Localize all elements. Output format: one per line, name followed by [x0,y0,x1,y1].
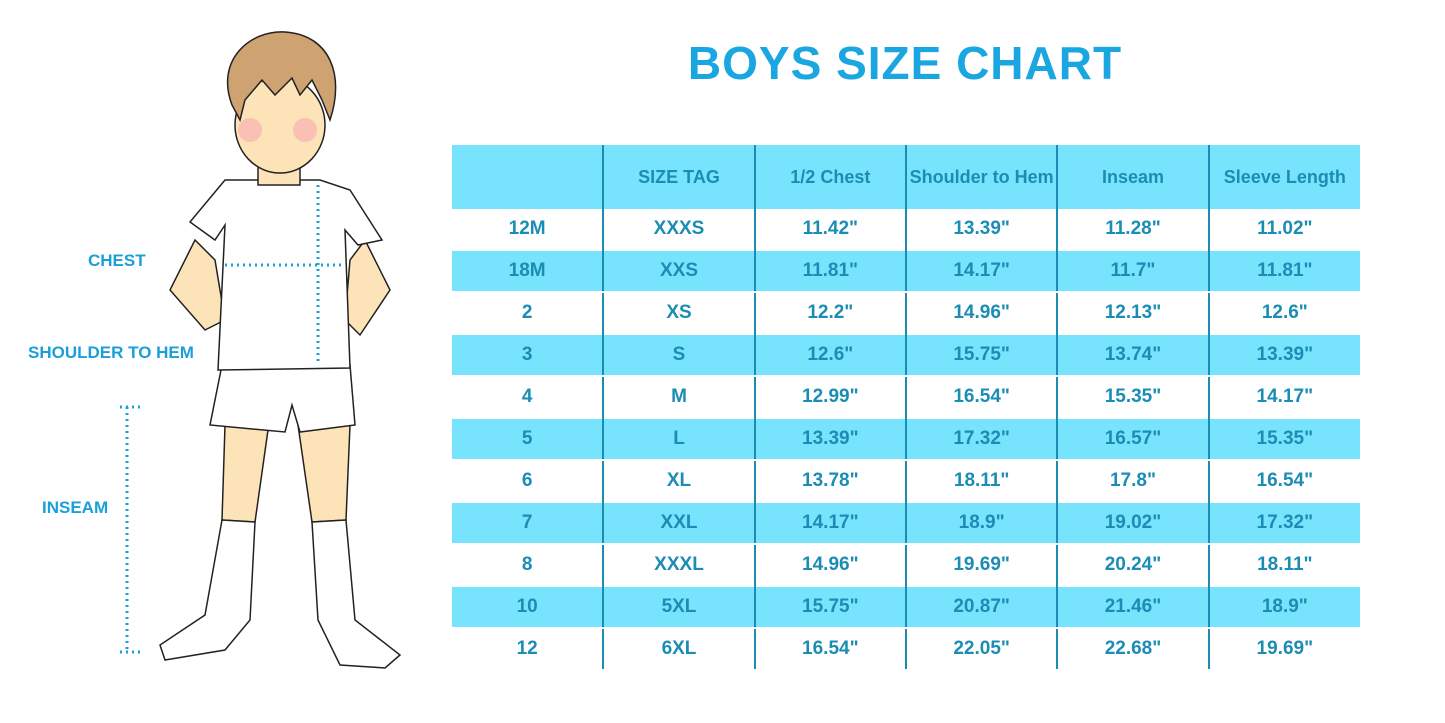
cell-half-chest: 16.54" [753,628,906,669]
cell-size-age: 18M [452,249,604,293]
cell-size-age: 10 [452,585,604,629]
cell-half-chest: 14.17" [753,501,906,545]
table-row: 12 6XL 16.54" 22.05" 22.68" 19.69" [452,628,1360,669]
column-header-half-chest: 1/2 Chest [753,145,906,209]
cell-shoulder-to-hem: 20.87" [904,585,1058,629]
cell-shoulder-to-hem: 16.54" [904,376,1058,418]
cell-size-age: 3 [452,333,604,377]
cell-half-chest: 13.39" [753,417,906,461]
cell-size-age: 5 [452,417,604,461]
column-header-size-age [452,145,603,209]
cell-shoulder-to-hem: 22.05" [904,628,1058,669]
cell-sleeve-length: 14.17" [1207,376,1360,418]
cell-shoulder-to-hem: 19.69" [904,544,1058,586]
cell-inseam: 21.46" [1056,585,1209,629]
cell-size-tag: M [602,376,755,418]
cell-half-chest: 11.81" [753,249,906,293]
cell-size-age: 8 [521,554,533,575]
cell-sleeve-length: 18.11" [1207,544,1360,586]
cell-half-chest: 13.78" [753,460,906,502]
table-header-row: SIZE TAG 1/2 Chest Shoulder to Hem Inseam Sl… [452,145,1360,209]
cell-sleeve-length: 15.35" [1207,417,1360,461]
cell-size-tag: XXS [602,249,755,293]
cell-inseam: 17.8" [1056,460,1209,502]
column-header-size-tag: SIZE TAG [602,145,755,209]
inseam-label: INSEAM [42,498,109,517]
cell-shoulder-to-hem: 14.96" [904,292,1058,334]
cell-size-tag: L [602,417,755,461]
cell-inseam: 19.02" [1056,501,1209,545]
cell-size-tag: S [602,333,755,377]
cell-sleeve-length: 16.54" [1207,460,1360,502]
cell-size-tag: XS [602,292,755,334]
table-row: 2 XS 12.2" 14.96" 12.13" 12.6" [452,292,1360,334]
cell-size-tag: XL [602,460,755,502]
cell-shoulder-to-hem: 17.32" [904,417,1058,461]
cell-half-chest: 12.2" [753,292,906,334]
cell-size-tag: 6XL [602,628,755,669]
cell-half-chest: 15.75" [753,585,906,629]
cell-shoulder-to-hem: 18.9" [904,501,1058,545]
cell-size-tag: XXL [602,501,755,545]
cell-inseam: 16.57" [1056,417,1209,461]
cell-size-age: 12 [516,638,538,659]
cell-inseam: 20.24" [1056,544,1209,586]
cell-inseam: 11.28" [1056,209,1209,250]
cell-half-chest: 12.99" [753,376,906,418]
size-table: SIZE TAG 1/2 Chest Shoulder to Hem Inseam Sl… [452,145,1360,669]
cell-size-age: 4 [521,386,533,407]
cell-inseam: 12.13" [1056,292,1209,334]
column-header-inseam: Inseam [1056,145,1209,209]
cell-half-chest: 11.42" [753,209,906,250]
table-row: 5 L 13.39" 17.32" 16.57" 15.35" [452,417,1360,461]
column-header-sleeve-length: Sleeve Length [1207,145,1360,209]
cell-inseam: 22.68" [1056,628,1209,669]
cell-size-age: 12M [508,218,546,239]
table-row: 7 XXL 14.17" 18.9" 19.02" 17.32" [452,501,1360,545]
table-row: 12M XXXS 11.42" 13.39" 11.28" 11.02" [452,209,1360,250]
cell-size-tag: XXXS [602,209,755,250]
cell-sleeve-length: 17.32" [1207,501,1360,545]
table-row: 6 XL 13.78" 18.11" 17.8" 16.54" [452,460,1360,502]
cell-half-chest: 12.6" [753,333,906,377]
cell-sleeve-length: 13.39" [1207,333,1360,377]
cell-shoulder-to-hem: 13.39" [904,209,1058,250]
page-title: BOYS SIZE CHART [687,37,1123,89]
cell-size-age: 7 [452,501,604,545]
cell-inseam: 13.74" [1056,333,1209,377]
table-row: 4 M 12.99" 16.54" 15.35" 14.17" [452,376,1360,418]
table-row: 18M XXS 11.81" 14.17" 11.7" 11.81" [452,249,1360,293]
cell-size-tag: 5XL [602,585,755,629]
cell-sleeve-length: 11.02" [1207,209,1360,250]
column-header-shoulder-to-hem: Shoulder to Hem [904,145,1058,209]
cell-sleeve-length: 18.9" [1207,585,1360,629]
cell-size-age: 2 [521,302,533,323]
cell-shoulder-to-hem: 14.17" [904,249,1058,293]
table-row: 10 5XL 15.75" 20.87" 21.46" 18.9" [452,585,1360,629]
table-row: 3 S 12.6" 15.75" 13.74" 13.39" [452,333,1360,377]
cell-size-age: 6 [521,470,533,491]
cell-sleeve-length: 11.81" [1207,249,1360,293]
table-row: 8 XXXL 14.96" 19.69" 20.24" 18.11" [452,544,1360,586]
cell-sleeve-length: 19.69" [1207,628,1360,669]
cell-size-tag: XXXL [602,544,755,586]
boy-illustration [120,31,402,669]
chest-label: CHEST [88,251,146,270]
cell-half-chest: 14.96" [753,544,906,586]
shoulder-to-hem-label: SHOULDER TO HEM [28,343,194,362]
cell-sleeve-length: 12.6" [1207,292,1360,334]
cell-shoulder-to-hem: 18.11" [904,460,1058,502]
cell-shoulder-to-hem: 15.75" [904,333,1058,377]
cell-inseam: 11.7" [1056,249,1209,293]
cell-inseam: 15.35" [1056,376,1209,418]
